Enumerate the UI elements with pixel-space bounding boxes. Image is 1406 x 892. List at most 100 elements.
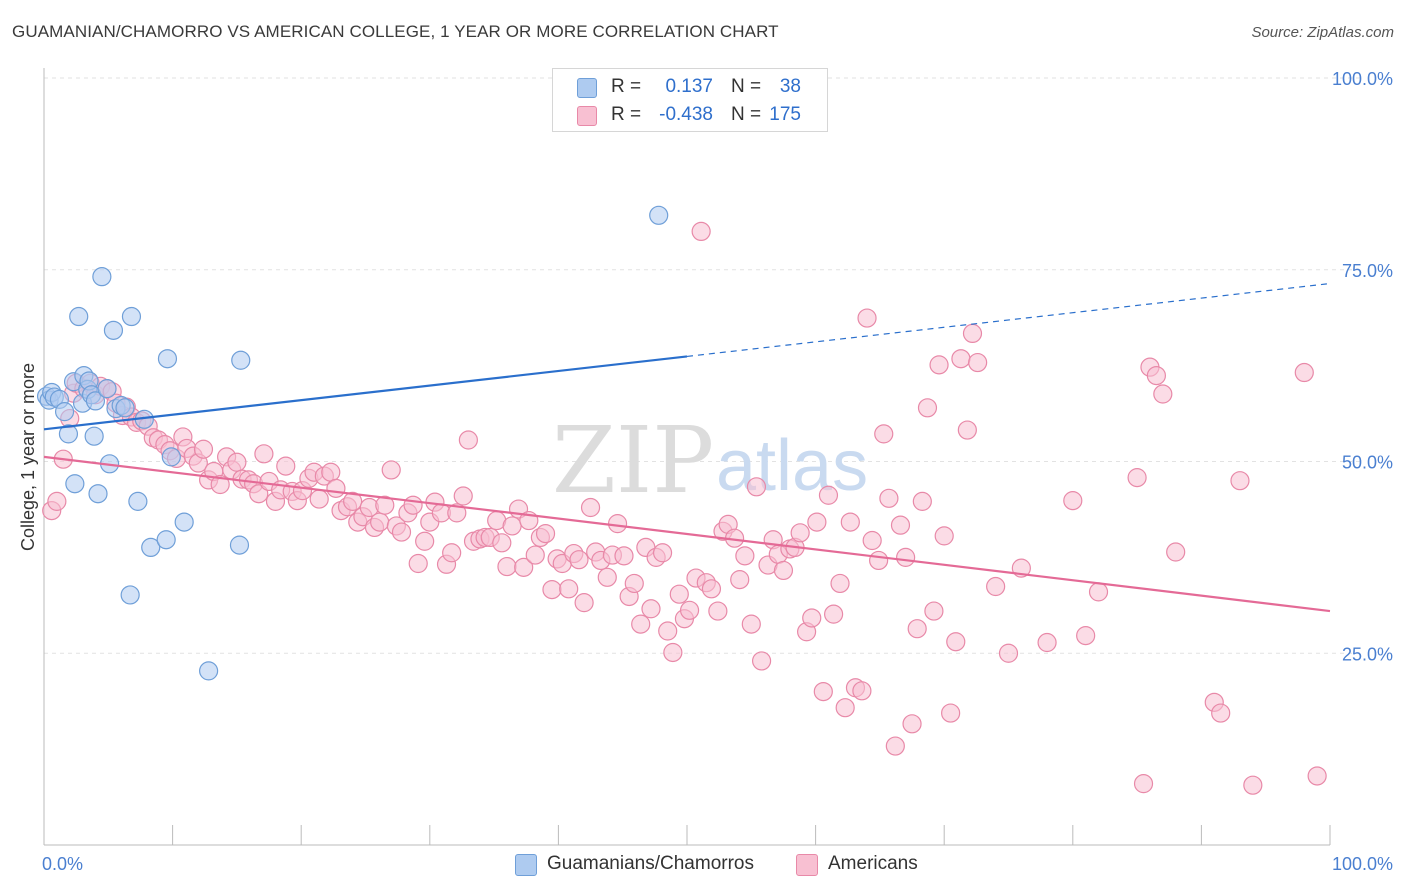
data-point [912, 491, 932, 511]
data-point [907, 619, 927, 639]
correlation-legend: R = 0.137 N = 38 R = -0.438 N = 175 [552, 68, 828, 132]
data-point [879, 488, 899, 508]
data-point [58, 424, 79, 444]
data-point [231, 350, 251, 370]
trend-line [43, 455, 1331, 613]
data-point [574, 593, 594, 613]
legend-swatch-guamanian [515, 854, 537, 876]
data-point [649, 205, 669, 225]
data-point [391, 522, 412, 542]
data-point [641, 599, 661, 619]
data-point [730, 570, 750, 590]
legend-n-value: 38 [779, 76, 801, 97]
data-point [453, 486, 473, 506]
data-point [92, 267, 112, 287]
data-point [569, 550, 589, 570]
data-point [1230, 471, 1250, 491]
legend-n-label: N = [731, 104, 762, 125]
data-point [929, 355, 949, 375]
data-point [708, 601, 728, 621]
data-point [47, 491, 67, 511]
legend-r-value: 0.137 [665, 76, 713, 97]
data-point [824, 604, 844, 624]
data-point [835, 698, 855, 718]
data-point [807, 512, 827, 532]
data-point [624, 573, 644, 594]
data-point [120, 585, 140, 605]
data-point [1166, 542, 1186, 562]
legend-r-label: R = [611, 76, 642, 97]
data-point [1076, 626, 1096, 646]
tick-labels: 100.0% 75.0% 50.0% 25.0% 0.0% 100.0% [42, 69, 1393, 874]
data-point [946, 632, 966, 652]
legend-row-american: R = -0.438 N = 175 [553, 101, 827, 129]
data-point [998, 643, 1019, 663]
data-point [874, 424, 894, 444]
data-point [701, 579, 722, 599]
data-point [751, 651, 772, 671]
data-point [652, 543, 673, 563]
data-point [1146, 365, 1166, 386]
data-point [229, 535, 250, 555]
data-point [857, 308, 877, 328]
data-point [193, 439, 214, 459]
data-point [869, 550, 889, 571]
data-point [370, 512, 390, 532]
data-point [458, 430, 478, 450]
data-point [597, 567, 617, 587]
trend-line [43, 355, 688, 431]
legend-swatch-american [577, 106, 597, 126]
data-point [917, 398, 938, 418]
data-point [128, 491, 148, 511]
legend-row-guamanian: R = 0.137 N = 38 [553, 73, 827, 101]
data-point [1243, 775, 1263, 795]
data-point [818, 485, 839, 505]
data-points [36, 205, 1327, 795]
source-label: Source: ZipAtlas.com [1251, 24, 1394, 41]
data-point [497, 556, 517, 577]
x-tick-label-left: 0.0% [42, 854, 83, 874]
data-point [115, 398, 135, 418]
legend-label-guamanian: Guamanians/Chamorros [547, 853, 754, 874]
axes [43, 68, 1331, 846]
data-point [381, 460, 401, 480]
data-point [679, 600, 700, 620]
data-point [408, 553, 428, 574]
data-point [902, 714, 922, 734]
data-point [249, 484, 269, 504]
chart-title: GUAMANIAN/CHAMORRO VS AMERICAN COLLEGE, … [12, 22, 779, 41]
data-point [227, 452, 247, 472]
legend-swatch-american [796, 854, 818, 876]
y-tick-label: 25.0% [1342, 644, 1393, 664]
data-point [607, 514, 628, 534]
data-point [885, 736, 905, 756]
data-point [210, 474, 230, 495]
data-point [174, 512, 194, 532]
data-point [934, 526, 954, 546]
data-point [941, 703, 961, 723]
data-point [375, 495, 395, 515]
data-point [1127, 468, 1147, 488]
legend-r-label: R = [611, 104, 642, 125]
data-point [542, 579, 562, 600]
data-point [840, 512, 860, 532]
data-point [309, 489, 329, 509]
data-point [54, 402, 75, 422]
legend-n-value: 175 [769, 104, 801, 125]
data-point [199, 661, 219, 681]
data-point [514, 557, 534, 577]
data-point [1063, 491, 1083, 511]
data-point [691, 221, 711, 241]
data-point [1037, 632, 1057, 653]
legend-r-value: -0.438 [659, 104, 713, 125]
data-point [852, 681, 872, 701]
data-point [1088, 582, 1109, 602]
data-point [669, 584, 689, 604]
data-point [813, 681, 833, 702]
data-point [1294, 362, 1314, 383]
data-point [156, 530, 176, 550]
data-point [97, 379, 117, 399]
data-point [1211, 703, 1231, 723]
data-point [1307, 766, 1327, 786]
